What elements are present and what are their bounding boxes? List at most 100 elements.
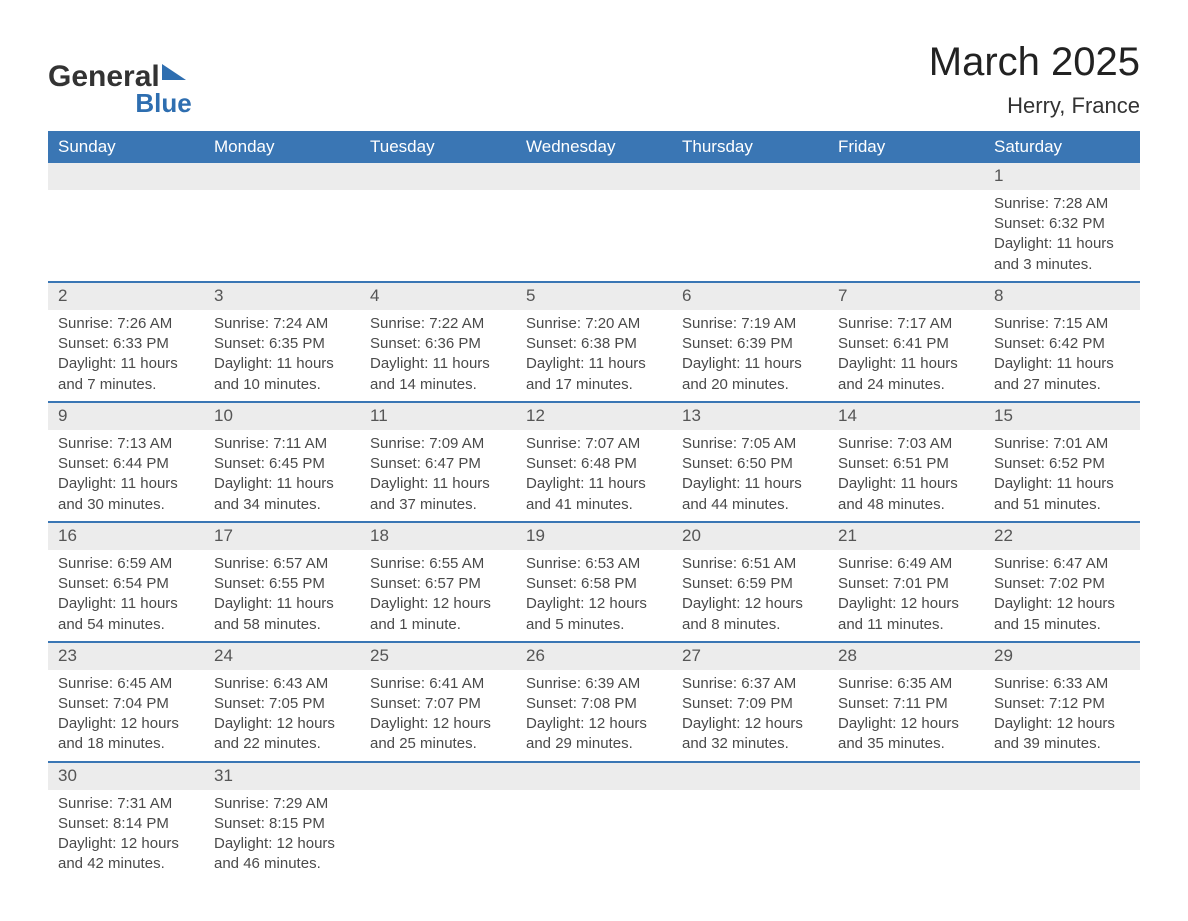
day-detail: Sunrise: 7:31 AMSunset: 8:14 PMDaylight:… <box>48 790 204 881</box>
day-number: 30 <box>48 762 204 790</box>
weekday-header: Wednesday <box>516 131 672 163</box>
day-detail: Sunrise: 7:29 AMSunset: 8:15 PMDaylight:… <box>204 790 360 881</box>
header: General Blue March 2025 Herry, France <box>48 40 1140 119</box>
day-number: 1 <box>984 163 1140 190</box>
day-number: 23 <box>48 642 204 670</box>
weekday-header: Tuesday <box>360 131 516 163</box>
day-detail: Sunrise: 6:35 AMSunset: 7:11 PMDaylight:… <box>828 670 984 762</box>
day-number: 3 <box>204 282 360 310</box>
day-number-row: 2345678 <box>48 282 1140 310</box>
weekday-header: Saturday <box>984 131 1140 163</box>
day-detail <box>984 790 1140 881</box>
day-number: 20 <box>672 522 828 550</box>
day-number-row: 23242526272829 <box>48 642 1140 670</box>
day-detail: Sunrise: 6:45 AMSunset: 7:04 PMDaylight:… <box>48 670 204 762</box>
day-detail: Sunrise: 7:13 AMSunset: 6:44 PMDaylight:… <box>48 430 204 522</box>
day-detail <box>48 190 204 282</box>
calendar-table: Sunday Monday Tuesday Wednesday Thursday… <box>48 131 1140 881</box>
day-number: 16 <box>48 522 204 550</box>
day-detail: Sunrise: 6:59 AMSunset: 6:54 PMDaylight:… <box>48 550 204 642</box>
day-number: 19 <box>516 522 672 550</box>
day-number-row: 3031 <box>48 762 1140 790</box>
day-detail: Sunrise: 7:03 AMSunset: 6:51 PMDaylight:… <box>828 430 984 522</box>
day-detail: Sunrise: 7:09 AMSunset: 6:47 PMDaylight:… <box>360 430 516 522</box>
day-detail <box>360 790 516 881</box>
day-detail <box>516 190 672 282</box>
day-number-row: 16171819202122 <box>48 522 1140 550</box>
day-number: 17 <box>204 522 360 550</box>
day-number <box>516 762 672 790</box>
day-number: 5 <box>516 282 672 310</box>
day-number: 8 <box>984 282 1140 310</box>
day-detail: Sunrise: 7:05 AMSunset: 6:50 PMDaylight:… <box>672 430 828 522</box>
logo: General Blue <box>48 60 186 94</box>
day-number: 13 <box>672 402 828 430</box>
day-detail-row: Sunrise: 7:26 AMSunset: 6:33 PMDaylight:… <box>48 310 1140 402</box>
day-detail: Sunrise: 7:07 AMSunset: 6:48 PMDaylight:… <box>516 430 672 522</box>
day-detail <box>672 790 828 881</box>
day-detail: Sunrise: 7:17 AMSunset: 6:41 PMDaylight:… <box>828 310 984 402</box>
day-detail: Sunrise: 7:24 AMSunset: 6:35 PMDaylight:… <box>204 310 360 402</box>
day-detail <box>828 790 984 881</box>
day-detail-row: Sunrise: 6:59 AMSunset: 6:54 PMDaylight:… <box>48 550 1140 642</box>
weekday-header: Thursday <box>672 131 828 163</box>
day-detail: Sunrise: 6:33 AMSunset: 7:12 PMDaylight:… <box>984 670 1140 762</box>
day-detail: Sunrise: 6:47 AMSunset: 7:02 PMDaylight:… <box>984 550 1140 642</box>
day-number: 25 <box>360 642 516 670</box>
day-detail: Sunrise: 6:39 AMSunset: 7:08 PMDaylight:… <box>516 670 672 762</box>
day-number: 26 <box>516 642 672 670</box>
day-detail <box>672 190 828 282</box>
day-detail: Sunrise: 6:53 AMSunset: 6:58 PMDaylight:… <box>516 550 672 642</box>
day-number: 11 <box>360 402 516 430</box>
day-number: 7 <box>828 282 984 310</box>
day-detail: Sunrise: 7:11 AMSunset: 6:45 PMDaylight:… <box>204 430 360 522</box>
weekday-header-row: Sunday Monday Tuesday Wednesday Thursday… <box>48 131 1140 163</box>
day-number <box>48 163 204 190</box>
day-number <box>672 163 828 190</box>
day-detail: Sunrise: 7:01 AMSunset: 6:52 PMDaylight:… <box>984 430 1140 522</box>
day-detail: Sunrise: 7:26 AMSunset: 6:33 PMDaylight:… <box>48 310 204 402</box>
day-detail: Sunrise: 7:22 AMSunset: 6:36 PMDaylight:… <box>360 310 516 402</box>
day-number: 9 <box>48 402 204 430</box>
weekday-header: Friday <box>828 131 984 163</box>
day-number: 22 <box>984 522 1140 550</box>
day-number: 28 <box>828 642 984 670</box>
logo-triangle-icon <box>162 64 186 80</box>
day-detail: Sunrise: 7:19 AMSunset: 6:39 PMDaylight:… <box>672 310 828 402</box>
day-number: 21 <box>828 522 984 550</box>
day-number: 12 <box>516 402 672 430</box>
day-detail: Sunrise: 6:43 AMSunset: 7:05 PMDaylight:… <box>204 670 360 762</box>
day-detail: Sunrise: 7:20 AMSunset: 6:38 PMDaylight:… <box>516 310 672 402</box>
day-number <box>204 163 360 190</box>
day-detail <box>360 190 516 282</box>
day-detail: Sunrise: 7:15 AMSunset: 6:42 PMDaylight:… <box>984 310 1140 402</box>
day-number: 6 <box>672 282 828 310</box>
weekday-header: Monday <box>204 131 360 163</box>
day-number: 31 <box>204 762 360 790</box>
day-number: 24 <box>204 642 360 670</box>
day-number <box>672 762 828 790</box>
day-detail-row: Sunrise: 7:28 AMSunset: 6:32 PMDaylight:… <box>48 190 1140 282</box>
logo-text-blue: Blue <box>135 88 191 119</box>
day-detail-row: Sunrise: 7:31 AMSunset: 8:14 PMDaylight:… <box>48 790 1140 881</box>
day-detail: Sunrise: 6:51 AMSunset: 6:59 PMDaylight:… <box>672 550 828 642</box>
weekday-header: Sunday <box>48 131 204 163</box>
day-number <box>984 762 1140 790</box>
day-detail <box>828 190 984 282</box>
day-number <box>516 163 672 190</box>
day-number: 18 <box>360 522 516 550</box>
day-detail-row: Sunrise: 6:45 AMSunset: 7:04 PMDaylight:… <box>48 670 1140 762</box>
day-number: 14 <box>828 402 984 430</box>
day-number: 29 <box>984 642 1140 670</box>
day-number: 27 <box>672 642 828 670</box>
day-number <box>360 762 516 790</box>
location-label: Herry, France <box>929 93 1140 119</box>
day-detail <box>516 790 672 881</box>
page-title: March 2025 <box>929 40 1140 85</box>
title-block: March 2025 Herry, France <box>929 40 1140 119</box>
day-detail: Sunrise: 6:37 AMSunset: 7:09 PMDaylight:… <box>672 670 828 762</box>
day-number: 4 <box>360 282 516 310</box>
day-number <box>828 163 984 190</box>
day-detail: Sunrise: 6:57 AMSunset: 6:55 PMDaylight:… <box>204 550 360 642</box>
day-detail <box>204 190 360 282</box>
